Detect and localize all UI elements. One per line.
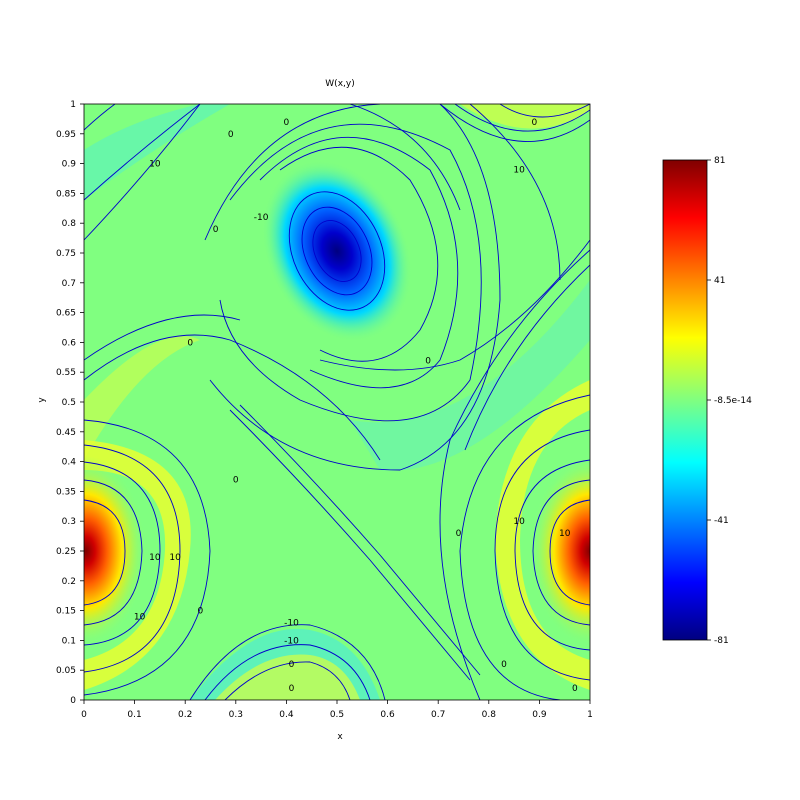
- contour-lines: [84, 104, 590, 700]
- plot-area: [84, 104, 590, 700]
- y-tick-label: 1: [70, 100, 76, 110]
- y-tick-label: 0.4: [62, 458, 77, 468]
- contour-label: 10: [559, 529, 571, 539]
- x-tick-label: 0.5: [330, 710, 344, 720]
- colorbar: [662, 159, 708, 641]
- x-tick-label: 0.7: [431, 710, 445, 720]
- contour-label: 0: [425, 356, 431, 366]
- contour-label: 0: [531, 118, 537, 128]
- contour-label: 0: [228, 130, 234, 140]
- cyan-band-upper-left: [84, 104, 230, 200]
- y-tick-label: 0.35: [56, 487, 76, 497]
- cyan-diagonal-band: [350, 280, 590, 471]
- contour-label: 0: [213, 225, 219, 235]
- yellow-ring-left: [84, 440, 191, 690]
- contour-label: 0: [456, 529, 462, 539]
- contour-label: 0: [501, 660, 507, 670]
- x-axis-label: x: [337, 732, 343, 742]
- x-tick-label: 0.6: [380, 710, 395, 720]
- y-tick-label: 0.7: [62, 279, 76, 289]
- colorbar-ticks: 81 41 -8.5e-14 -41 -81: [707, 156, 752, 646]
- contour-label: 10: [149, 160, 161, 170]
- y-axis-label: y: [37, 397, 47, 403]
- minimum-vortex: [261, 159, 413, 343]
- contour-label: 10: [149, 553, 161, 563]
- chart-title: W(x,y): [325, 79, 354, 89]
- y-tick-label: 0.45: [56, 428, 76, 438]
- contour-label: -10: [254, 213, 269, 223]
- colorbar-tick-label: -81: [714, 636, 729, 646]
- y-tick-label: 0.25: [56, 547, 76, 557]
- y-tick-label: 0.55: [56, 368, 76, 378]
- y-axis: 0 0.05 0.1 0.15 0.2 0.25 0.3 0.35 0.4 0.45 0.5 0.55…: [56, 100, 84, 706]
- x-tick-label: 0.3: [229, 710, 243, 720]
- contour-label: 0: [289, 684, 295, 694]
- x-tick-label: 0.9: [532, 710, 547, 720]
- yellow-band-left: [84, 336, 200, 460]
- contour-labels: 0 0 -10 0 10 10 0 0 10 10 10 0 0 -10 -10 0 0 0 0 10 10 0 0: [134, 118, 578, 694]
- y-tick-label: 0.65: [56, 309, 76, 319]
- y-tick-label: 0.1: [62, 636, 76, 646]
- y-tick-label: 0.8: [62, 219, 77, 229]
- y-tick-label: 0.05: [56, 666, 76, 676]
- contour-label: 10: [134, 613, 146, 623]
- yellow-band-upper-right: [460, 104, 590, 129]
- yellow-ring-right: [495, 380, 590, 690]
- x-tick-label: 0.4: [279, 710, 294, 720]
- x-tick-label: 0.1: [127, 710, 141, 720]
- y-tick-label: 0: [70, 696, 76, 706]
- contour-label: 0: [289, 660, 295, 670]
- contour-label: 0: [187, 338, 193, 348]
- colorbar-tick-label: 41: [714, 276, 725, 286]
- y-tick-label: 0.85: [56, 189, 76, 199]
- contour-label: 10: [169, 553, 181, 563]
- x-tick-label: 1: [587, 710, 593, 720]
- contour-label: 10: [513, 166, 525, 176]
- y-tick-label: 0.3: [62, 517, 76, 527]
- x-tick-label: 0: [81, 710, 87, 720]
- y-tick-label: 0.15: [56, 607, 76, 617]
- colorbar-tick-label: -8.5e-14: [714, 396, 752, 406]
- y-tick-label: 0.6: [62, 338, 77, 348]
- contour-label: -10: [284, 619, 299, 629]
- maximum-left: [84, 456, 146, 646]
- y-tick-label: 0.75: [56, 249, 76, 259]
- contour-label: 10: [513, 517, 525, 527]
- contour-label: 0: [233, 475, 239, 485]
- y-tick-label: 0.95: [56, 130, 76, 140]
- colorbar-tick-label: 81: [714, 156, 725, 166]
- y-tick-label: 0.2: [62, 577, 76, 587]
- yellow-band-bottom: [215, 654, 360, 700]
- y-tick-label: 0.9: [62, 160, 77, 170]
- y-tick-label: 0.5: [62, 398, 76, 408]
- colorbar-tick-label: -41: [714, 516, 729, 526]
- contour-label: -10: [284, 636, 299, 646]
- x-tick-label: 0.2: [178, 710, 192, 720]
- contour-label: 0: [284, 118, 290, 128]
- x-tick-label: 0.8: [482, 710, 497, 720]
- contour-label: 0: [198, 607, 204, 617]
- x-axis: 0 0.1 0.2 0.3 0.4 0.5 0.6 0.7 0.8 0.9 1: [81, 700, 593, 720]
- contour-label: 0: [572, 684, 578, 694]
